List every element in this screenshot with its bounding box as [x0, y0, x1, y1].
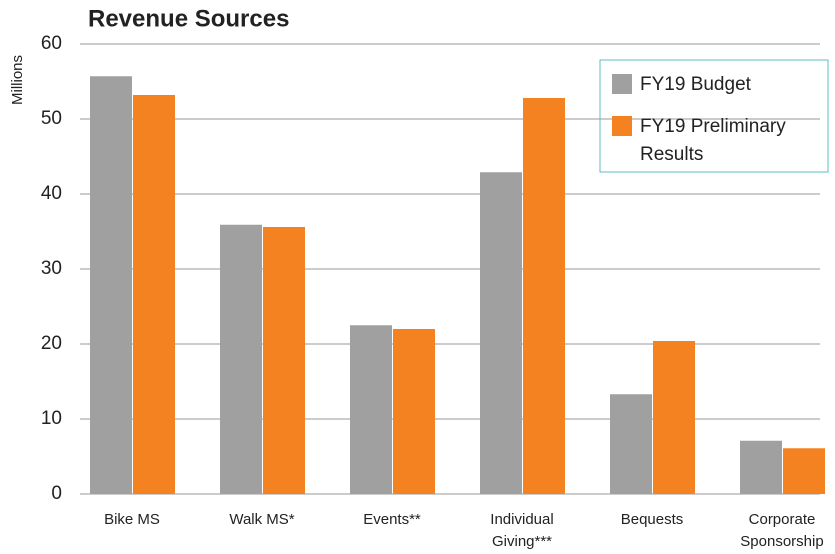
legend-swatch: [612, 116, 632, 136]
legend-box: [599, 59, 829, 173]
y-tick-label: 60: [41, 33, 62, 54]
bar: [610, 394, 652, 494]
bar: [220, 224, 262, 494]
x-tick-label: Bike MS: [104, 511, 160, 528]
bar: [480, 172, 522, 494]
y-tick-label: 50: [41, 108, 62, 129]
bar: [740, 440, 782, 494]
bar: [350, 325, 392, 494]
bar: [133, 95, 175, 494]
chart-title: Revenue Sources: [88, 5, 289, 32]
legend-label: FY19 Budget: [640, 74, 752, 95]
bar: [263, 227, 305, 494]
legend-swatch: [612, 74, 632, 94]
y-axis-label: Millions: [9, 55, 26, 105]
legend-label: FY19 Preliminary Results: [640, 116, 786, 165]
y-tick-label: 0: [51, 483, 62, 504]
bar: [523, 98, 565, 494]
x-tick-label: Events**: [363, 511, 421, 528]
x-tick-label: Walk MS*: [229, 511, 294, 528]
bar: [90, 76, 132, 494]
y-tick-label: 20: [41, 333, 62, 354]
bar: [393, 329, 435, 494]
bar: [653, 341, 695, 494]
x-tick-label: Corporate Sponsorship: [740, 511, 823, 550]
y-tick-label: 40: [41, 183, 62, 204]
x-tick-label: Bequests: [621, 511, 684, 528]
bar: [783, 448, 825, 494]
y-tick-label: 30: [41, 258, 62, 279]
x-tick-label: Individual Giving***: [490, 511, 553, 550]
y-tick-label: 10: [41, 408, 62, 429]
